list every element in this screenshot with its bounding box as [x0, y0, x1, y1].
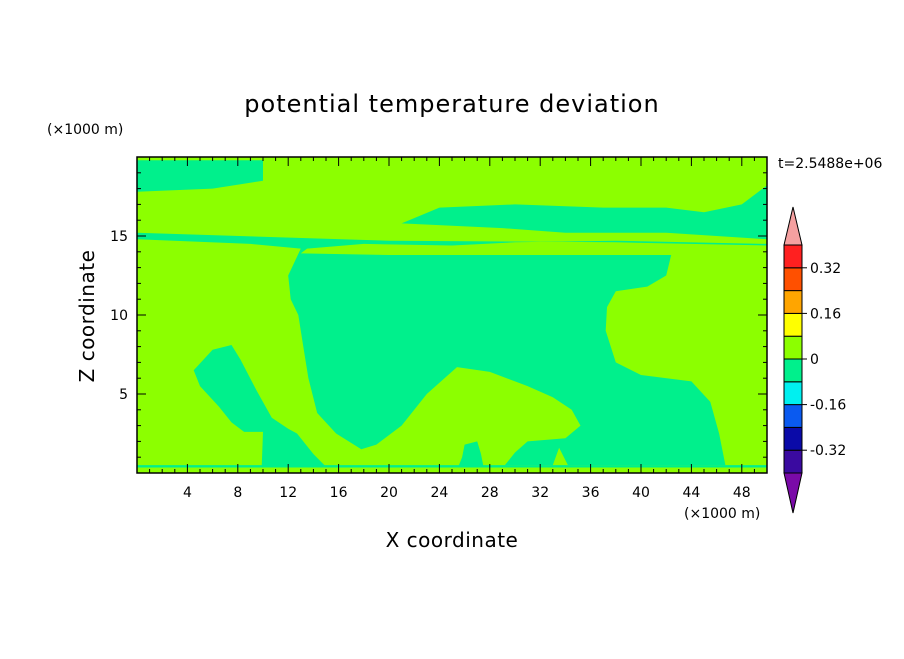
contour-region-5 — [137, 465, 767, 468]
chart-title: potential temperature deviation — [244, 90, 659, 118]
colorbar-below-arrow — [783, 472, 803, 514]
x-tick-label: 20 — [380, 485, 398, 501]
x-tick-label: 40 — [632, 485, 650, 501]
x-axis-label: X coordinate — [386, 528, 519, 552]
contour-region-3 — [193, 345, 326, 467]
colorbar-bin — [783, 449, 803, 474]
colorbar-bin — [783, 335, 803, 360]
y-axis-label: Z coordinate — [75, 250, 99, 383]
colorbar-above-arrow — [783, 206, 803, 246]
x-tick-label: 8 — [233, 485, 242, 501]
plot-area — [136, 156, 768, 474]
axis-ticks — [137, 157, 767, 473]
y-tick-labels: 5 10 15 — [110, 229, 128, 403]
time-label: t=2.5488e+06 — [778, 156, 882, 172]
x-tick-label: 12 — [279, 485, 297, 501]
colorbar-label: -0.16 — [810, 398, 846, 414]
contour-region-1 — [137, 160, 263, 192]
colorbar-label: 0.32 — [810, 261, 841, 277]
colorbar-label: 0.16 — [810, 306, 841, 322]
x-tick-label: 32 — [531, 485, 549, 501]
x-tick-label: 28 — [481, 485, 499, 501]
colorbar — [783, 206, 803, 514]
x-tick-label: 48 — [733, 485, 751, 501]
contour-region-4 — [458, 441, 484, 467]
x-tick-labels: 4 8 12 16 20 24 28 32 36 40 44 48 — [183, 485, 751, 501]
y-tick-label: 10 — [110, 308, 128, 324]
colorbar-bin — [783, 381, 803, 406]
colorbar-bin — [783, 290, 803, 314]
x-tick-label: 16 — [330, 485, 348, 501]
colorbar-bin — [783, 404, 803, 428]
colorbar-bin — [783, 312, 803, 337]
colorbar-label: -0.32 — [810, 443, 846, 459]
colorbar-label: 0 — [810, 352, 819, 368]
y-tick-label: 5 — [119, 387, 128, 403]
x-tick-label: 24 — [430, 485, 448, 501]
colorbar-bin — [783, 358, 803, 383]
x-tick-label: 44 — [682, 485, 700, 501]
y-tick-label: 15 — [110, 229, 128, 245]
x-tick-label: 36 — [582, 485, 600, 501]
colorbar-bin — [783, 426, 803, 451]
colorbar-bin — [783, 267, 803, 292]
colorbar-bin — [783, 244, 803, 269]
y-axis-unit: (×1000 m) — [47, 122, 123, 138]
colorbar-labels: 0.32 0.16 0 -0.16 -0.32 — [802, 261, 846, 459]
x-axis-unit: (×1000 m) — [684, 506, 760, 522]
contour-region-2 — [137, 160, 767, 466]
x-tick-label: 4 — [183, 485, 192, 501]
